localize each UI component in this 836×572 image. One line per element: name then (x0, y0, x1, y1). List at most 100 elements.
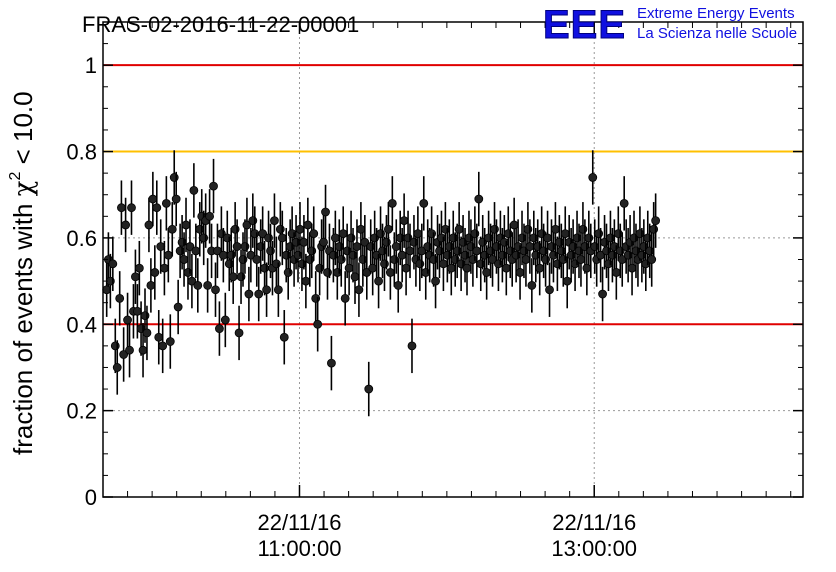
data-point (160, 263, 169, 273)
data-point (291, 237, 301, 247)
data-point (287, 229, 297, 238)
data-point (440, 224, 450, 234)
data-point (277, 233, 287, 243)
data-point (482, 268, 492, 277)
data-point (279, 332, 289, 342)
data-point (240, 242, 250, 251)
data-point (409, 237, 419, 247)
data-point (270, 216, 279, 226)
data-point (578, 224, 588, 234)
data-point (594, 229, 604, 238)
data-point (132, 306, 142, 316)
data-point (525, 242, 535, 251)
data-point (152, 203, 162, 213)
data-point (228, 272, 238, 282)
data-point (165, 337, 175, 346)
data-point (356, 224, 366, 234)
data-point (144, 220, 154, 230)
data-point (499, 237, 509, 247)
data-point (387, 198, 397, 208)
data-point (119, 350, 129, 359)
data-point (584, 233, 594, 243)
data-point (256, 242, 266, 251)
data-point (509, 220, 519, 230)
data-point (429, 255, 438, 264)
data-point (527, 281, 537, 290)
data-point (452, 246, 462, 256)
data-point (549, 250, 558, 260)
data-point (146, 281, 156, 290)
data-point (328, 250, 338, 260)
data-point (189, 186, 199, 195)
data-point (472, 246, 482, 256)
data-point (123, 315, 132, 325)
data-point (444, 242, 454, 251)
data-point (431, 276, 440, 286)
data-point (397, 250, 407, 260)
data-point (395, 233, 405, 243)
y-tick-label: 0.8 (66, 140, 97, 165)
data-point (224, 259, 234, 269)
data-point (307, 246, 317, 256)
data-point (348, 250, 358, 260)
data-point (112, 363, 122, 372)
data-point (175, 246, 185, 256)
data-point (154, 332, 164, 342)
data-point (283, 268, 293, 277)
data-point (199, 233, 209, 243)
data-point (442, 250, 452, 260)
data-point (115, 293, 125, 303)
logo-line-2: La Scienza nelle Scuole (637, 25, 797, 42)
data-point (468, 255, 478, 264)
y-tick-label: 0.2 (66, 399, 97, 424)
data-point (391, 242, 401, 251)
data-point (150, 268, 160, 277)
data-point (393, 281, 403, 290)
data-point (385, 268, 395, 277)
data-point (598, 289, 607, 299)
data-point (148, 194, 158, 204)
data-point (643, 233, 653, 243)
data-point (140, 311, 150, 321)
data-point (163, 250, 173, 260)
data-point (117, 203, 126, 213)
data-point (604, 259, 613, 269)
chart-title: FRAS-02-2016-11-22-00001 (82, 12, 359, 37)
data-point (327, 358, 336, 368)
data-point (627, 263, 637, 273)
data-point (258, 229, 268, 238)
data-point (244, 289, 254, 299)
data-point (405, 246, 415, 256)
data-point (437, 233, 446, 243)
data-point (562, 276, 572, 286)
data-point (250, 229, 260, 238)
data-point (205, 211, 214, 221)
x-tick-label-date: 22/11/16 (257, 510, 341, 535)
data-point (315, 263, 325, 273)
data-point (470, 229, 480, 238)
data-point (497, 250, 507, 260)
data-point (427, 229, 437, 238)
data-point (185, 242, 195, 251)
data-point (156, 242, 166, 251)
data-point (191, 246, 201, 256)
data-point (611, 268, 621, 277)
axis-ticks: 00.20.40.60.8122/11/1611:00:0022/11/1613… (66, 22, 803, 561)
data-point (649, 224, 659, 234)
data-point (297, 259, 307, 269)
data-point (181, 220, 191, 230)
data-point (266, 246, 275, 256)
data-point (501, 263, 511, 273)
data-point (218, 250, 228, 260)
data-point (637, 250, 647, 260)
data-point (334, 242, 344, 251)
data-point (252, 255, 262, 264)
data-point (177, 237, 187, 247)
data-point (619, 198, 629, 208)
data-point (545, 285, 554, 295)
data-point (576, 255, 586, 264)
data-point (547, 242, 556, 251)
y-tick-label: 0.6 (66, 226, 97, 251)
data-point (366, 242, 376, 251)
